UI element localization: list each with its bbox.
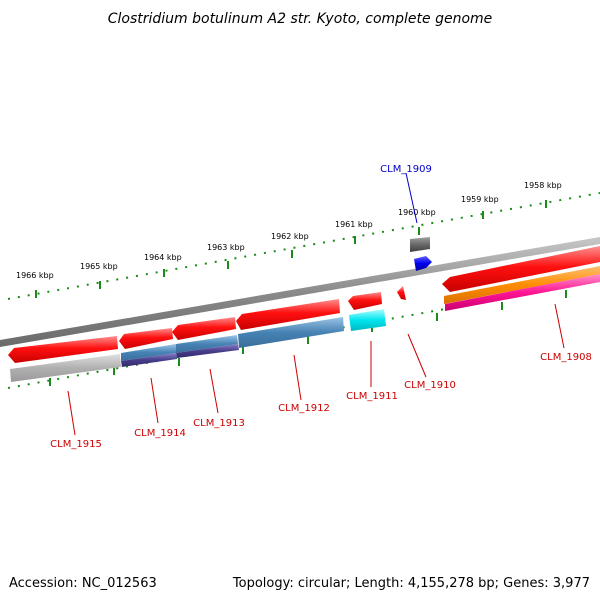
gene-arrow[interactable] (8, 336, 118, 363)
scale-label: 1960 kbp (398, 208, 436, 217)
leader-line (67, 390, 76, 436)
topology-text: Topology: circular; Length: 4,155,278 bp… (232, 576, 590, 591)
scale-label: 1962 kbp (271, 232, 309, 241)
gene-clm1910[interactable] (397, 286, 406, 300)
gene-arrow[interactable] (236, 299, 340, 330)
scale-label: 1964 kbp (144, 253, 182, 262)
gene-label-clm1910[interactable]: CLM_1910 (404, 380, 456, 391)
gene-label-clm1912[interactable]: CLM_1912 (278, 403, 330, 414)
gene-clm1914[interactable] (119, 328, 177, 367)
scale-label: 1963 kbp (207, 243, 245, 252)
gene-arrow[interactable] (348, 292, 382, 310)
gene-block[interactable] (410, 237, 430, 252)
leader-line (405, 172, 418, 224)
gene-feature-bar[interactable] (238, 317, 344, 348)
gene-clm1908[interactable] (442, 246, 600, 311)
gene-arrow[interactable] (172, 317, 236, 340)
gene-feature-bar[interactable] (176, 344, 239, 358)
gene-label-clm1909[interactable]: CLM_1909 (380, 164, 432, 175)
scale-labels: 1966 kbp 1965 kbp 1964 kbp 1963 kbp 1962… (16, 181, 562, 280)
gene-label-clm1911[interactable]: CLM_1911 (346, 391, 398, 402)
gene-feature-bar[interactable] (121, 353, 177, 367)
genome-backbone (0, 237, 600, 347)
gene-clm1911[interactable] (348, 292, 386, 331)
scale-label: 1959 kbp (461, 195, 499, 204)
map-title: Clostridium botulinum A2 str. Kyoto, com… (108, 11, 493, 27)
scale-label: 1961 kbp (335, 220, 373, 229)
gene-clm1915[interactable] (8, 336, 121, 382)
gene-label-clm1914[interactable]: CLM_1914 (134, 428, 186, 439)
scale-label: 1958 kbp (524, 181, 562, 190)
gene-feature-bar[interactable] (121, 344, 176, 361)
leader-line (150, 377, 159, 424)
scale-label: 1965 kbp (80, 262, 118, 271)
gene-label-clm1915[interactable]: CLM_1915 (50, 439, 102, 450)
leader-line (209, 368, 219, 414)
upper-major-ticks (35, 200, 547, 298)
gene-arrow[interactable] (119, 328, 173, 349)
gene-label-clm1913[interactable]: CLM_1913 (193, 418, 245, 429)
leader-line (554, 303, 565, 349)
upper-scale-ruler (7, 192, 600, 300)
gene-clm1912[interactable] (236, 299, 344, 348)
gene-clm1913[interactable] (172, 317, 239, 358)
leader-line (293, 354, 302, 401)
gene-feature-bar[interactable] (10, 354, 121, 382)
gene-arrow[interactable] (414, 256, 432, 271)
leader-line (407, 333, 427, 378)
gene-label-clm1908[interactable]: CLM_1908 (540, 352, 592, 363)
accession-text: Accession: NC_012563 (9, 576, 157, 591)
scale-label: 1966 kbp (16, 271, 54, 280)
gene-clm1909[interactable] (410, 237, 432, 271)
gene-feature-bar[interactable] (176, 335, 238, 353)
gene-feature-bar[interactable] (444, 266, 600, 304)
label-leader-lines (67, 172, 565, 436)
gene-feature-bar[interactable] (349, 309, 386, 331)
gene-labels: CLM_1909 CLM_1908 CLM_1910 CLM_1911 CLM_… (50, 164, 592, 450)
gene-feature-bar[interactable] (445, 274, 600, 311)
gene-arrow[interactable] (442, 246, 600, 292)
